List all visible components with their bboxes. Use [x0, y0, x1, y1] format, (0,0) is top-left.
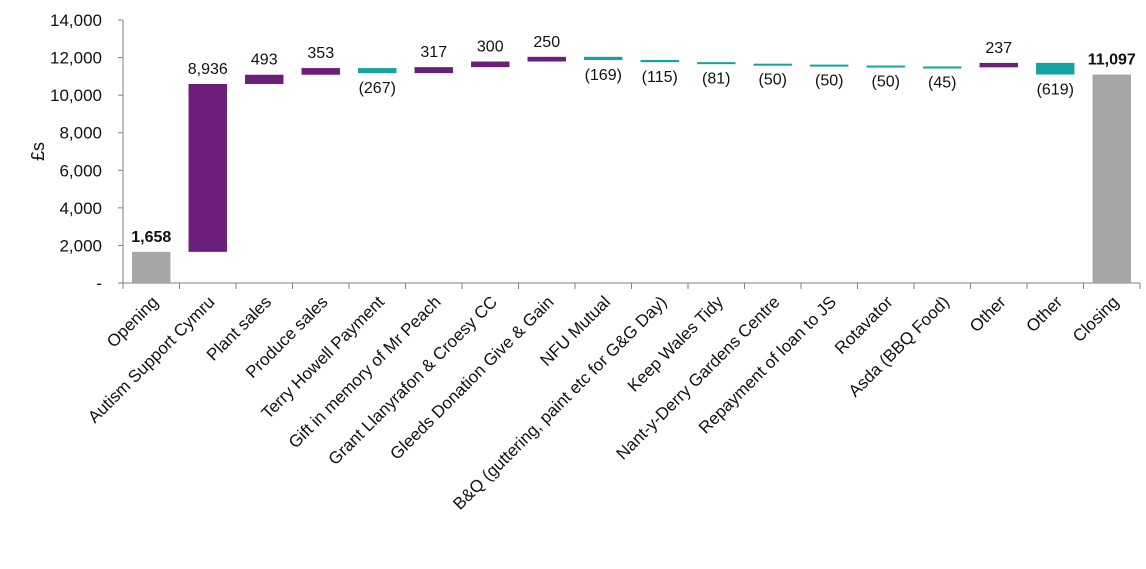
bar-total [132, 251, 171, 283]
bar-decrease [358, 68, 397, 74]
data-label: (50) [815, 73, 843, 90]
data-label: (267) [359, 80, 396, 97]
bar-increase [471, 61, 510, 68]
y-tick-label: 2,000 [59, 236, 102, 255]
y-tick-label: 10,000 [50, 86, 102, 105]
bar-decrease [753, 63, 792, 66]
category-label: Other [1023, 292, 1067, 336]
data-label: (115) [642, 69, 678, 86]
bar-decrease [866, 65, 905, 68]
bar-increase [245, 74, 284, 84]
x-axis [122, 282, 1141, 289]
bar-increase [979, 62, 1018, 68]
category-label: Keep Wales Tidy [624, 292, 728, 396]
y-tick-label: - [96, 274, 102, 293]
y-tick-label: 8,000 [59, 124, 102, 143]
data-label: (81) [702, 71, 730, 88]
category-label: B&Q (guttering, paint etc for G&G Day) [449, 292, 670, 513]
data-label: 317 [420, 44, 447, 61]
bar-total [1092, 74, 1131, 283]
data-label: 8,936 [188, 61, 228, 78]
bar-decrease [697, 62, 736, 65]
bar-decrease [640, 59, 679, 63]
y-axis-title: £s [28, 142, 48, 161]
data-label: 353 [307, 45, 334, 62]
category-label: Other [966, 292, 1010, 336]
category-label: Asda (BBQ Food) [845, 292, 953, 400]
data-label: 250 [533, 34, 560, 51]
bar-increase [414, 67, 453, 74]
data-label: 11,097 [1088, 52, 1136, 69]
data-label: 1,658 [131, 229, 171, 246]
y-tick-label: 14,000 [50, 11, 102, 30]
y-axis: - 2,000 4,000 6,000 8,000 10,000 12,000 14,000 [50, 11, 124, 293]
data-label: (45) [928, 74, 956, 91]
bar-decrease [584, 56, 623, 60]
data-label: 237 [985, 40, 1012, 57]
category-label: Closing [1069, 292, 1123, 346]
y-tick-label: 4,000 [59, 199, 102, 218]
bar-decrease [810, 64, 849, 67]
y-tick-label: 6,000 [59, 161, 102, 180]
data-label: (169) [585, 67, 622, 84]
bar-decrease [1036, 62, 1075, 75]
category-label: Opening [103, 292, 162, 351]
data-label: (50) [759, 72, 787, 89]
data-label: (619) [1037, 82, 1074, 99]
bar-decrease [923, 66, 962, 69]
data-label: 493 [251, 52, 278, 69]
bar-increase [188, 83, 227, 252]
bars [132, 56, 1131, 283]
value-labels: 1,658 8,936 493 353 (267) 317 300 250 (169) (115)… [131, 34, 1136, 246]
bar-increase [301, 68, 340, 75]
data-label: 300 [477, 39, 504, 56]
bar-increase [527, 56, 566, 62]
y-tick-label: 12,000 [50, 49, 102, 68]
data-label: (50) [872, 73, 900, 90]
